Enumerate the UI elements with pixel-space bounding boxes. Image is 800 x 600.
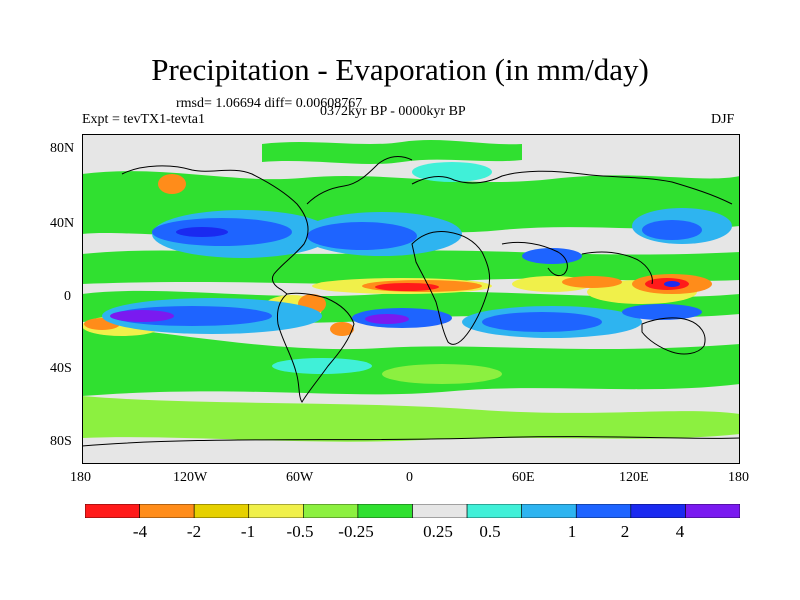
lat-label-80s: 80S (50, 434, 72, 449)
season-text: DJF (711, 112, 735, 127)
blue-arabian (522, 248, 582, 264)
stats-text: rmsd= 1.06694 diff= 0.00608767 (176, 96, 363, 111)
colorbar-swatch (521, 503, 577, 519)
colorbar-swatch (248, 503, 304, 519)
colorbar-label: 1 (567, 522, 577, 541)
colorbar-swatch (357, 503, 413, 519)
green-band-south (82, 324, 740, 396)
lon-label-120w: 120W (173, 470, 208, 485)
lat-label-eq: 0 (64, 289, 71, 304)
colorbar (84, 503, 741, 519)
colorbar-swatch (466, 503, 522, 519)
lon-label-120e: 120E (619, 470, 649, 485)
pe-anomaly-map (81, 134, 741, 470)
lon-label-0: 0 (406, 470, 413, 485)
red-itcz-atl (375, 283, 439, 291)
map-title: Precipitation - Evaporation (in mm/day) (151, 52, 649, 87)
blue-natl (307, 222, 417, 250)
darkblue-npac (176, 227, 228, 237)
darkblue-maritime (664, 281, 680, 287)
colorbar-label: 4 (675, 522, 685, 541)
colorbar-swatch (303, 503, 359, 519)
colorbar-swatch (193, 503, 250, 519)
colorbar-label: -1 (240, 522, 256, 541)
map-frame (82, 134, 740, 464)
blue-kuroshio (642, 220, 702, 240)
colorbar-swatch (412, 503, 468, 519)
blue-aus (622, 304, 702, 320)
colorbar-label: -4 (132, 522, 148, 541)
orange-brazil (330, 322, 354, 336)
lat-label-40s: 40S (50, 361, 72, 376)
colorbar-label: -2 (186, 522, 202, 541)
lon-label-60e: 60E (512, 470, 535, 485)
colorbar-label: 2 (620, 522, 630, 541)
coastlines (82, 156, 740, 447)
purple-spac (110, 310, 174, 322)
experiment-text: Expt = tevTX1-tevta1 (82, 112, 205, 127)
colorbar-swatch (630, 503, 686, 519)
colorbar-swatch (685, 503, 741, 519)
orange-alaska (158, 174, 186, 194)
lon-label-60w: 60W (286, 470, 314, 485)
lightgreen-patch-s (382, 364, 502, 384)
colorbar-label: -0.5 (286, 522, 314, 541)
colorbar-label: 0.25 (423, 522, 453, 541)
colorbar-swatch (139, 503, 195, 519)
colorbar-swatch (84, 503, 140, 519)
colorbar-label: 0.5 (479, 522, 501, 541)
orange-io (562, 276, 622, 288)
colorbar-label: -0.25 (338, 522, 374, 541)
lon-label-180e: 180 (728, 470, 749, 485)
lat-label-80n: 80N (50, 141, 75, 156)
period-text: 0372kyr BP - 0000kyr BP (320, 104, 466, 119)
purple-satl (365, 314, 409, 324)
green-band-southern-ocean (82, 396, 740, 442)
lat-label-40n: 40N (50, 216, 75, 231)
cyan-satl (272, 358, 372, 374)
blue-sio (482, 312, 602, 332)
lon-label-180w: 180 (70, 470, 91, 485)
green-arctic (262, 140, 522, 164)
colorbar-swatch (575, 503, 632, 519)
